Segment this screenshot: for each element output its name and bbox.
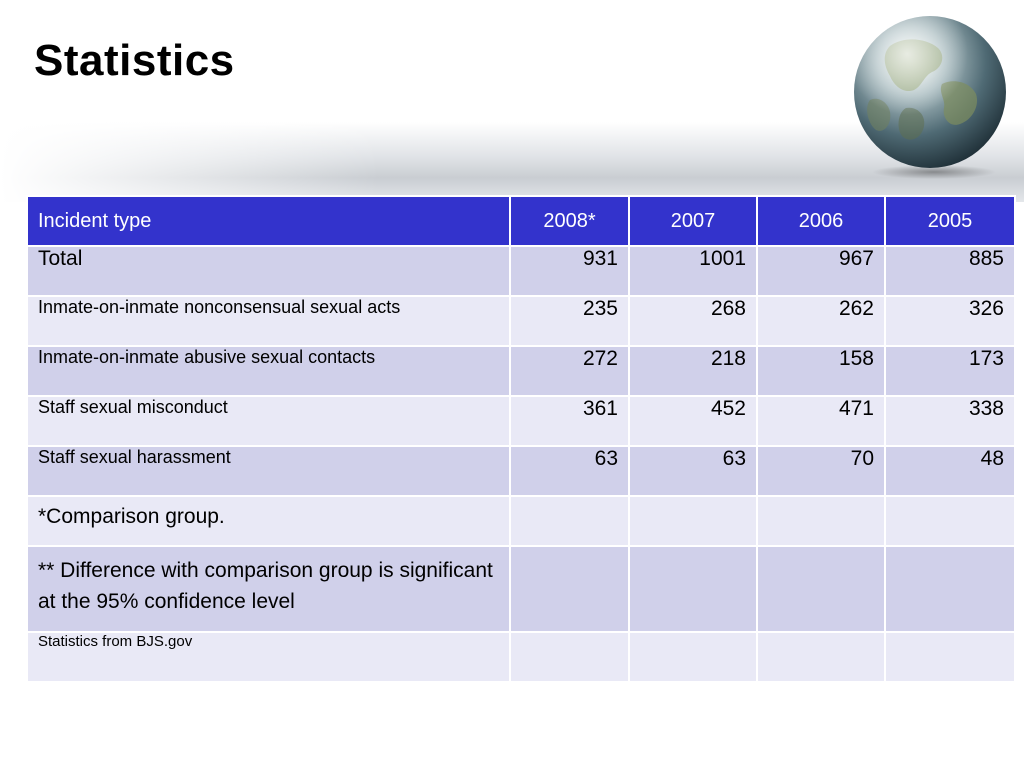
row-label: Staff sexual harassment — [26, 445, 511, 497]
cell-value: 173 — [884, 345, 1016, 397]
cell-value: 471 — [756, 395, 886, 447]
cell-value: 338 — [884, 395, 1016, 447]
empty-cell — [756, 495, 886, 547]
row-label: Staff sexual misconduct — [26, 395, 511, 447]
cell-value: 885 — [884, 245, 1016, 297]
cell-value: 235 — [509, 295, 630, 347]
cell-value: 326 — [884, 295, 1016, 347]
empty-cell — [628, 545, 758, 633]
empty-cell — [628, 631, 758, 683]
empty-cell — [628, 495, 758, 547]
cell-value: 361 — [509, 395, 630, 447]
slide-title: Statistics — [34, 36, 235, 85]
cell-value: 63 — [509, 445, 630, 497]
table-row: Inmate-on-inmate nonconsensual sexual ac… — [26, 295, 1016, 347]
column-header-2008: 2008* — [509, 195, 630, 247]
cell-value: 262 — [756, 295, 886, 347]
empty-cell — [884, 495, 1016, 547]
empty-cell — [509, 495, 630, 547]
statistics-table: Incident type 2008* 2007 2006 2005 Total… — [26, 195, 1016, 683]
note-source: Statistics from BJS.gov — [26, 631, 511, 683]
cell-value: 48 — [884, 445, 1016, 497]
empty-cell — [884, 631, 1016, 683]
cell-value: 452 — [628, 395, 758, 447]
globe-icon — [854, 16, 1006, 179]
empty-cell — [509, 545, 630, 633]
table-row: Inmate-on-inmate abusive sexual contacts… — [26, 345, 1016, 397]
table-row: Statistics from BJS.gov — [26, 631, 1016, 683]
row-label: Inmate-on-inmate abusive sexual contacts — [26, 345, 511, 397]
empty-cell — [884, 545, 1016, 633]
cell-value: 70 — [756, 445, 886, 497]
table-row: Staff sexual harassment 63 63 70 48 — [26, 445, 1016, 497]
header-band — [0, 122, 1024, 202]
empty-cell — [756, 545, 886, 633]
cell-value: 218 — [628, 345, 758, 397]
table-row: Staff sexual misconduct 361 452 471 338 — [26, 395, 1016, 447]
cell-value: 272 — [509, 345, 630, 397]
column-header-2007: 2007 — [628, 195, 758, 247]
column-header-incident-type: Incident type — [26, 195, 511, 247]
note-significance: ** Difference with comparison group is s… — [26, 545, 511, 633]
table-row: ** Difference with comparison group is s… — [26, 545, 1016, 633]
cell-value: 63 — [628, 445, 758, 497]
table-header-row: Incident type 2008* 2007 2006 2005 — [26, 195, 1016, 247]
cell-value: 158 — [756, 345, 886, 397]
cell-value: 268 — [628, 295, 758, 347]
empty-cell — [509, 631, 630, 683]
row-label: Total — [26, 245, 511, 297]
note-comparison-group: *Comparison group. — [26, 495, 511, 547]
empty-cell — [756, 631, 886, 683]
column-header-2005: 2005 — [884, 195, 1016, 247]
table-row: *Comparison group. — [26, 495, 1016, 547]
column-header-2006: 2006 — [756, 195, 886, 247]
cell-value: 1001 — [628, 245, 758, 297]
cell-value: 967 — [756, 245, 886, 297]
table-row: Total 931 1001 967 885 — [26, 245, 1016, 297]
row-label: Inmate-on-inmate nonconsensual sexual ac… — [26, 295, 511, 347]
cell-value: 931 — [509, 245, 630, 297]
